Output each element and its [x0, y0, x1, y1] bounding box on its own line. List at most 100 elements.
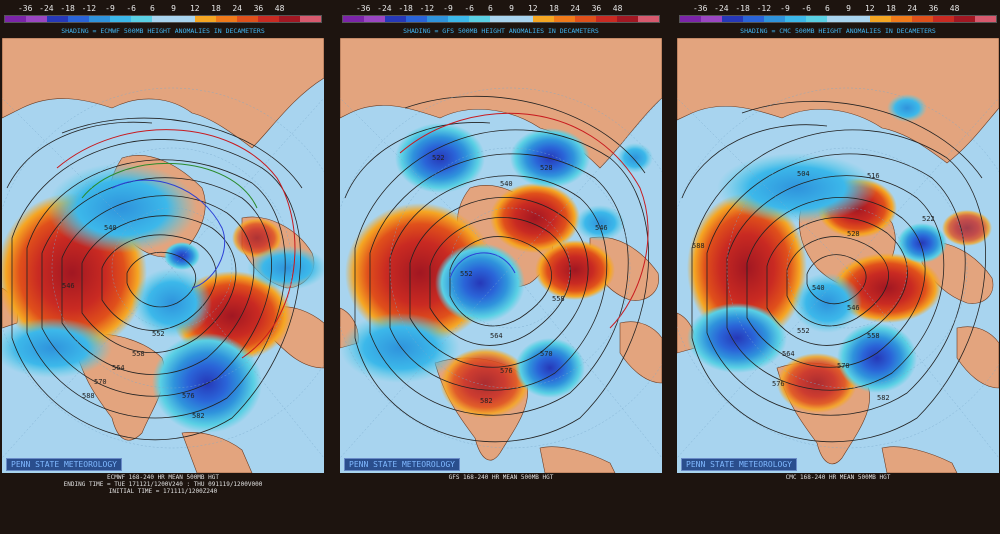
colorbar-swatch [764, 16, 786, 22]
colorbar-swatch [595, 16, 617, 22]
caption-line: ECMWF 168-240 HR MEAN 500MB HGT [107, 474, 219, 481]
colorbar-swatches [342, 15, 660, 23]
colorbar-tick-label: -12 [756, 4, 772, 13]
colorbar-swatch [215, 16, 237, 22]
colorbar-swatch [974, 16, 996, 22]
graticule [677, 87, 999, 459]
colorbar-tick-label: 18 [886, 4, 896, 13]
colorbar-tick-label: -18 [398, 4, 413, 13]
colorbar-swatch [194, 16, 216, 22]
contour-label: 576 [500, 367, 513, 375]
contour-label: 504 [797, 170, 810, 178]
map-graphic: 522 528 540 546 552 558 564 570 576 582 [340, 38, 662, 473]
contour-label: 528 [847, 230, 860, 238]
map-caption: CMC 168-240 HR MEAN 500MB HGT [677, 474, 999, 481]
colorbar-swatch [110, 16, 132, 22]
contour-label: 546 [595, 224, 608, 232]
colorbar-tick-label: 36 [591, 4, 602, 13]
colorbar-tick-label: 6 [487, 4, 493, 13]
graticule [2, 87, 324, 459]
contour-labels: 540 546 552 558 564 570 576 582 588 [62, 224, 205, 420]
contour-label: 540 [500, 180, 513, 188]
contour-label: 564 [112, 364, 125, 372]
reference-contour-blue [449, 252, 516, 279]
reference-contour-green [81, 163, 258, 209]
colorbar-swatch [701, 16, 723, 22]
colorbar-swatch [5, 16, 27, 22]
colorbar-tick-label: 24 [570, 4, 581, 13]
colorbar-tick-label: -6 [464, 4, 475, 13]
contour-label: 570 [837, 362, 850, 370]
contour-label: 552 [152, 330, 165, 338]
graticule [340, 87, 662, 459]
contour-label: 528 [540, 164, 553, 172]
colorbar-swatch [406, 16, 428, 22]
colorbar-swatch [152, 16, 174, 22]
colorbar-tick-label: -24 [714, 4, 729, 13]
contour-labels: 522 528 540 546 552 558 564 570 576 582 [432, 154, 608, 405]
caption-line: INITIAL TIME = 171111/1200Z240 [108, 488, 218, 495]
contour-label: 546 [847, 304, 860, 312]
caption-line: ENDING TIME = TUE 171121/1200V240 : THU … [63, 481, 263, 488]
anomaly-shading [340, 123, 653, 418]
colorbar-tick-label: -9 [780, 4, 790, 13]
caption-line: CMC 168-240 HR MEAN 500MB HGT [785, 474, 891, 481]
ecmwf-panel: -36 -24 -18 -12 -9 -6 6 9 12 18 24 36 48 SHADING = E… [2, 0, 324, 534]
colorbar-tick-label: 6 [824, 4, 830, 13]
contour-label: 564 [782, 350, 795, 358]
colorbar-swatches [679, 15, 997, 23]
shading-description: SHADING = CMC 500MB HEIGHT ANOMALIES IN … [740, 27, 936, 35]
credit-label: PENN STATE METEOROLOGY [344, 458, 460, 471]
colorbar-tick-label: -12 [81, 4, 97, 13]
contour-label: 582 [480, 397, 493, 405]
colorbar-swatch [785, 16, 807, 22]
colorbar-swatch [511, 16, 533, 22]
colorbar-swatch [257, 16, 279, 22]
contour-label: 570 [94, 378, 107, 386]
colorbar-swatch [131, 16, 153, 22]
reference-contour-red [56, 129, 296, 359]
colorbar-tick-label: -24 [377, 4, 392, 13]
colorbar-swatch [448, 16, 470, 22]
colorbar-tick-label: 36 [928, 4, 939, 13]
colorbar-tick-label: -36 [355, 4, 371, 13]
colorbar-swatch [68, 16, 90, 22]
colorbar-tick-label: 24 [907, 4, 918, 13]
colorbar-tick-label: 12 [527, 4, 538, 13]
colorbar-swatch [953, 16, 975, 22]
colorbar-swatch [47, 16, 69, 22]
colorbar-tick-label: 48 [612, 4, 623, 13]
colorbar-swatch [680, 16, 702, 22]
colorbar-tick-label: 36 [253, 4, 264, 13]
contour-label: 522 [432, 154, 445, 162]
colorbar-swatch [574, 16, 596, 22]
colorbar-tick-label: -9 [105, 4, 115, 13]
colorbar-tick-label: -18 [60, 4, 75, 13]
colorbar-ticks: -36 -24 -18 -12 -9 -6 6 9 12 18 24 36 48 [4, 4, 322, 14]
colorbar-tick-label: 9 [171, 4, 177, 13]
height-contours [681, 101, 986, 443]
contour-label: 588 [82, 392, 95, 400]
gfs-anomaly-map: 522 528 540 546 552 558 564 570 576 582 … [340, 38, 662, 473]
colorbar-tick-label: -36 [17, 4, 33, 13]
colorbar-swatches [4, 15, 322, 23]
colorbar-tick-label: 48 [949, 4, 960, 13]
cmc-panel: -36 -24 -18 -12 -9 -6 6 9 12 18 24 36 48 SHADING = C… [677, 0, 999, 534]
colorbar-swatch [616, 16, 638, 22]
colorbar: -36 -24 -18 -12 -9 -6 6 9 12 18 24 36 48 [679, 4, 997, 24]
contour-label: 522 [922, 215, 935, 223]
colorbar-tick-label: -36 [692, 4, 708, 13]
colorbar-swatch [236, 16, 258, 22]
colorbar-swatch [343, 16, 365, 22]
map-caption: ECMWF 168-240 HR MEAN 500MB HGT ENDING T… [2, 474, 324, 495]
colorbar-tick-label: -6 [801, 4, 812, 13]
colorbar-swatch [385, 16, 407, 22]
contour-label: 576 [772, 380, 785, 388]
contour-label: 564 [490, 332, 503, 340]
colorbar-tick-label: -24 [39, 4, 54, 13]
colorbar-swatch [890, 16, 912, 22]
contour-label: 576 [182, 392, 195, 400]
contour-label: 588 [692, 242, 705, 250]
cmc-anomaly-map: 504 516 522 528 540 546 552 558 564 570 … [677, 38, 999, 473]
colorbar-swatch [427, 16, 449, 22]
